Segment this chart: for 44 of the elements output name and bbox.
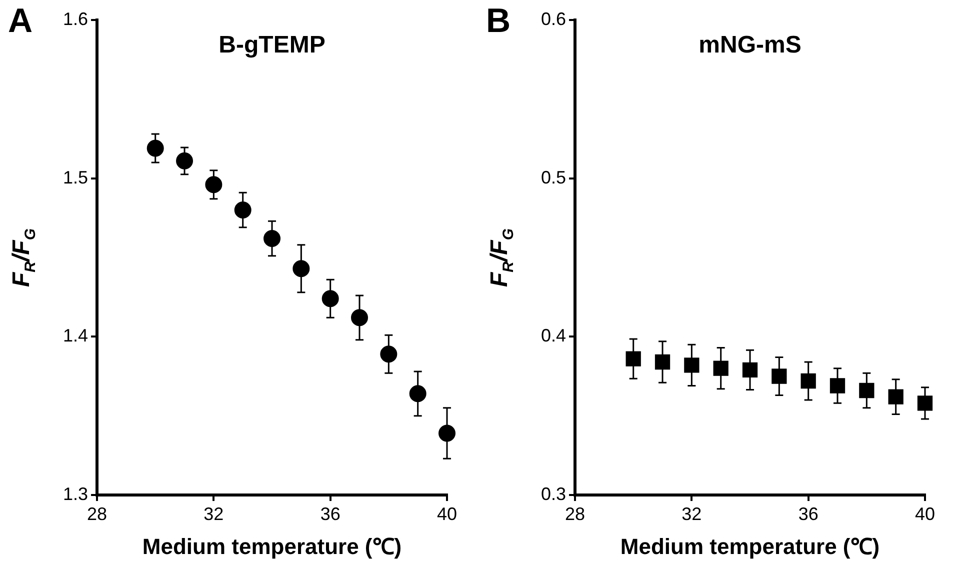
point [888,389,904,404]
point [917,396,933,411]
point [322,290,339,308]
y-tick-label: 1.3 [62,484,88,504]
x-tick-label: 36 [320,504,340,524]
point [830,378,846,394]
point [859,382,874,398]
point [205,176,222,194]
point [713,360,728,376]
x-tick-label: 28 [565,504,586,524]
x-axis-title: Medium temperature (℃) [620,534,880,559]
point [800,373,816,389]
x-tick-label: 32 [204,504,224,524]
point [176,152,194,170]
x-tick-label: 40 [914,504,936,524]
x-tick-label: 28 [87,504,108,524]
point [684,358,700,373]
y-tick-label: 0.4 [540,326,566,346]
point [626,351,641,366]
y-tick-label: 1.6 [62,8,88,29]
point [742,362,758,378]
point [380,346,398,363]
y-tick-label: 0.6 [540,8,566,29]
text: mNG-mS [698,32,802,59]
point [772,368,787,384]
x-tick-label: 32 [682,504,702,524]
y-tick-label: 0.5 [540,167,566,188]
text: A [8,2,33,41]
y-tick-label: 0.3 [540,484,566,504]
x-axis-title: Medium temperature (℃) [142,534,402,559]
point [351,309,368,326]
point [264,230,281,247]
text: B-gTEMP [218,32,326,59]
text: B [486,2,511,41]
x-tick-label: 40 [436,504,458,524]
y-tick-label: 1.5 [62,167,88,188]
point [146,140,164,157]
point [438,424,456,442]
x-tick-label: 36 [798,504,818,524]
point [292,260,310,278]
point [654,354,670,370]
point [409,385,426,402]
point [234,202,252,218]
y-tick-label: 1.4 [62,326,88,346]
